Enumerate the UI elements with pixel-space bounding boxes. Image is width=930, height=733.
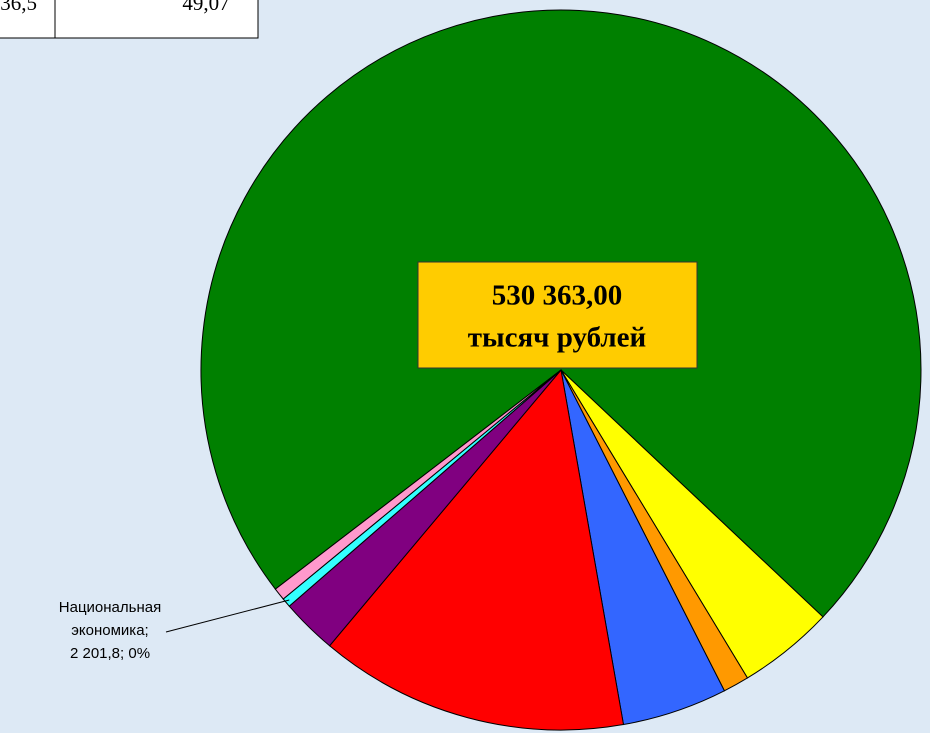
pie-slice bbox=[274, 369, 562, 600]
leader-line bbox=[165, 599, 290, 633]
table: 36,5 49,07 bbox=[0, 0, 259, 39]
table-box bbox=[0, 0, 259, 39]
table-cell: 36,5 bbox=[0, 0, 37, 15]
center-label: тысяч рублей bbox=[468, 322, 647, 354]
data-label: экономика; bbox=[71, 622, 148, 639]
center-box-bg bbox=[417, 261, 698, 369]
table-cell: 49,07 bbox=[182, 0, 229, 15]
pie-slice bbox=[328, 368, 625, 731]
center-box: 530 363,00 тысяч рублей bbox=[417, 261, 698, 369]
data-label: 2 201,8; 0% bbox=[70, 645, 150, 662]
data-label: Национальная bbox=[59, 599, 161, 616]
pie bbox=[200, 9, 922, 731]
center-label: 530 363,00 bbox=[492, 280, 623, 312]
